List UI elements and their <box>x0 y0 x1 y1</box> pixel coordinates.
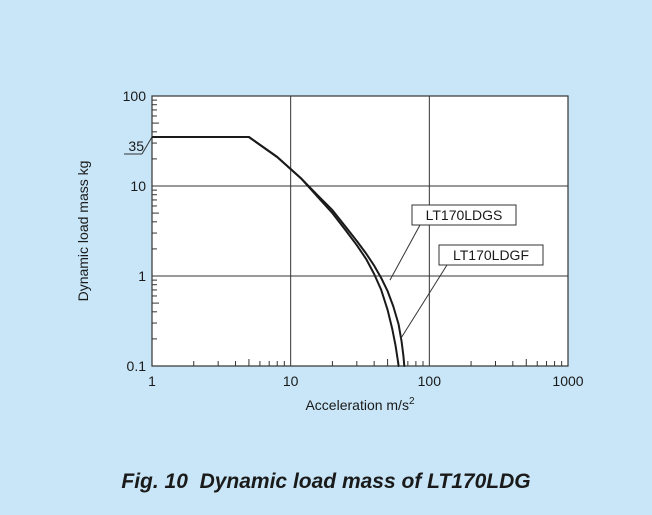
plot-background <box>152 96 568 366</box>
legend-leader-lt170ldgf <box>400 264 448 340</box>
legend-label-lt170ldgs: LT170LDGS <box>426 207 503 223</box>
y-axis-title: Dynamic load mass kg <box>75 161 91 302</box>
y-tick-label: 10 <box>130 178 146 194</box>
ticks-layer <box>152 99 563 366</box>
x-axis-title-superscript: 2 <box>409 396 415 407</box>
y-tick-label: 0.1 <box>127 358 147 374</box>
legend-label-lt170ldgf: LT170LDGF <box>453 247 529 263</box>
x-tick-label: 1 <box>148 373 156 389</box>
series-layer <box>152 136 406 367</box>
y-annotation-label: 35 <box>128 138 144 154</box>
figure-caption: Fig. 10 Dynamic load mass of LT170LDG <box>0 470 652 494</box>
x-tick-label: 100 <box>418 373 442 389</box>
legend-layer: LT170LDGS LT170LDGF <box>389 204 544 340</box>
grid-layer <box>152 96 568 366</box>
y-tick-label: 1 <box>138 268 146 284</box>
plot-border <box>151 95 569 367</box>
legend-box-lt170ldgs <box>411 204 517 226</box>
x-tick-label: 1000 <box>552 373 583 389</box>
plot-frame <box>151 95 569 367</box>
figure-title: Dynamic load mass of LT170LDG <box>199 470 531 493</box>
series-line-lt170ldgf <box>152 136 406 367</box>
legend-box-lt170ldgf <box>438 244 544 266</box>
y-tick-label: 100 <box>123 88 147 104</box>
x-axis-title: Acceleration m/s2 <box>305 396 414 413</box>
x-tick-label: 10 <box>283 373 299 389</box>
figure-number: Fig. 10 <box>121 470 188 493</box>
legend-leader-lt170ldgs <box>389 224 421 281</box>
y-annotation-leader <box>141 136 153 155</box>
